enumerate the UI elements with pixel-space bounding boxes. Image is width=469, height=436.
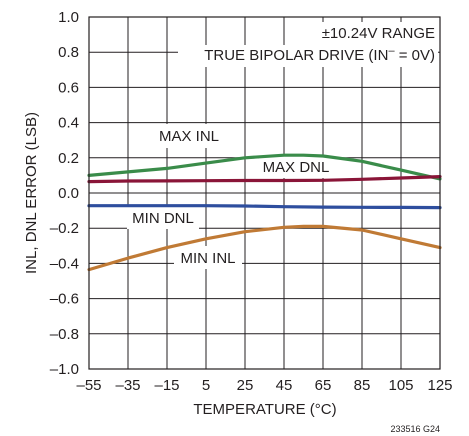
y-tick-label: 0.6 [58, 79, 79, 96]
annotation-drive: TRUE BIPOLAR DRIVE (IN– = 0V) [204, 45, 435, 64]
y-tick-label: 1.0 [58, 9, 79, 26]
plot-border [88, 16, 441, 370]
annotation-rest: = 0V) [395, 47, 435, 64]
y-tick-label: –1.0 [50, 361, 79, 378]
x-tick-label: –35 [115, 377, 140, 394]
label-bg-max-inl [153, 124, 227, 148]
x-tick-label: 105 [388, 377, 413, 394]
series-label-min-dnl: MIN DNL [132, 210, 194, 227]
y-tick-label: 0.8 [58, 44, 79, 61]
series-label-max-dnl: MAX DNL [263, 159, 330, 176]
x-tick-label: 25 [237, 377, 254, 394]
annotation-bg-2 [178, 45, 438, 67]
figure-id: 233516 G24 [390, 424, 440, 434]
x-tick-label: –15 [154, 377, 179, 394]
x-tick-label: 65 [315, 377, 332, 394]
annotation-superscript: – [388, 45, 395, 57]
annotation-range: ±10.24V RANGE [322, 25, 435, 42]
label-bg-min-inl [174, 246, 242, 269]
y-tick-label: 0.2 [58, 150, 79, 167]
x-tick-label: 125 [427, 377, 452, 394]
x-tick-label: –55 [76, 377, 101, 394]
x-tick-label: 85 [354, 377, 371, 394]
y-tick-label: –0.4 [50, 255, 79, 272]
label-bg-max-dnl [259, 156, 333, 178]
y-tick-label: –0.8 [50, 326, 79, 343]
x-tick-label: 5 [202, 377, 210, 394]
annotation-bg-1 [285, 22, 438, 45]
series-line-min-inl [87, 224, 442, 272]
y-tick-label: –0.2 [50, 220, 79, 237]
label-bg-min-dnl [127, 207, 199, 229]
y-axis-label: INL, DNL ERROR (LSB) [23, 112, 40, 274]
series-line-max-dnl [87, 175, 442, 184]
y-tick-label: 0.4 [58, 115, 79, 132]
x-axis-label: TEMPERATURE (°C) [193, 401, 336, 418]
series-label-max-inl: MAX INL [159, 128, 219, 145]
series-label-min-inl: MIN INL [180, 250, 235, 267]
series-line-min-dnl [87, 204, 442, 210]
series-line-max-inl [87, 153, 442, 181]
y-tick-label: –0.6 [50, 291, 79, 308]
y-tick-label: 0.0 [58, 185, 79, 202]
x-tick-label: 45 [276, 377, 293, 394]
